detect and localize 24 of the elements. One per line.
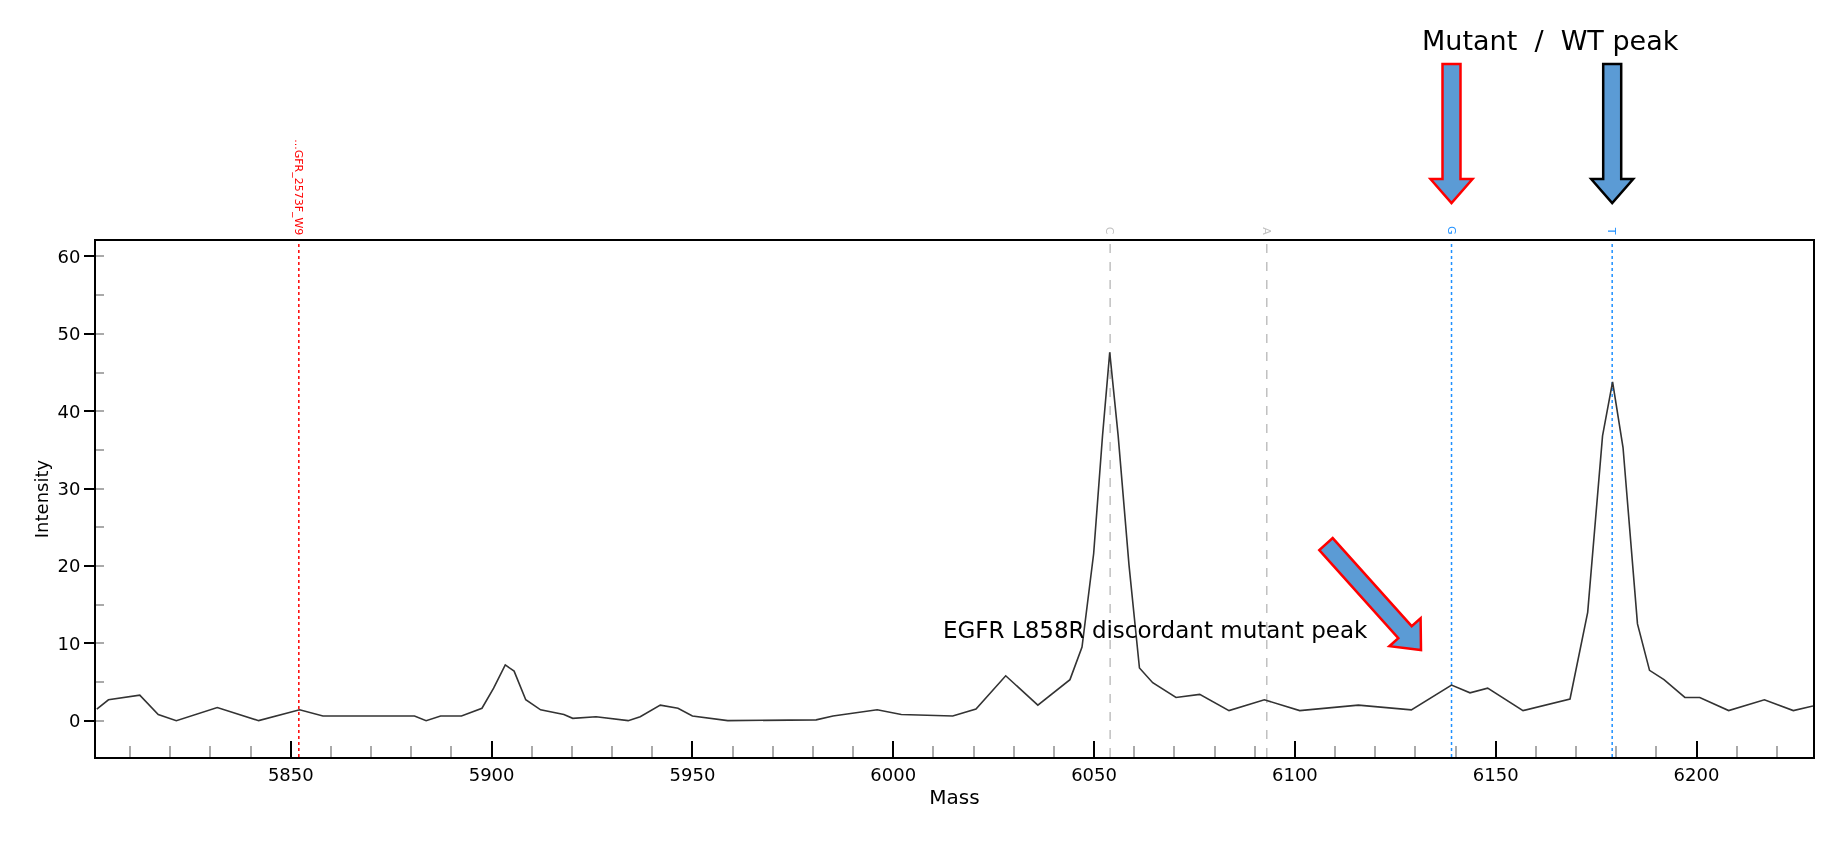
text: Mutant / WT peak — [1422, 25, 1679, 56]
x-axis-title: Mass — [929, 784, 980, 809]
line-series — [96, 351, 1813, 722]
y-tick-label: 60 — [57, 245, 81, 267]
x-tick-label: 6050 — [1071, 763, 1117, 785]
ref-line-label: A — [1259, 227, 1273, 236]
ref-line-label: C — [1103, 226, 1117, 235]
ref-line-label: T — [1605, 226, 1619, 235]
x-tick-label: 5950 — [669, 763, 716, 785]
y-tick-label: 20 — [57, 555, 81, 577]
x-tick-label: 5900 — [468, 763, 515, 785]
y-axis-title: Intensity — [31, 459, 53, 539]
y-tick-label: 40 — [57, 400, 81, 422]
y-tick-label: 30 — [57, 477, 81, 499]
ref-line-label: ...GFR_2573F_W9 — [291, 139, 305, 236]
x-tick-label: 6100 — [1271, 763, 1318, 785]
x-tick-label: 6000 — [870, 763, 917, 785]
x-tick-label: 6200 — [1673, 763, 1720, 785]
ref-line-label: G — [1445, 225, 1459, 235]
y-tick-label: 50 — [57, 323, 81, 345]
x-tick-label: 6150 — [1472, 763, 1519, 785]
y-tick-label: 10 — [57, 632, 81, 654]
x-tick-label: 5850 — [267, 763, 314, 785]
y-tick-label: 0 — [68, 709, 81, 731]
